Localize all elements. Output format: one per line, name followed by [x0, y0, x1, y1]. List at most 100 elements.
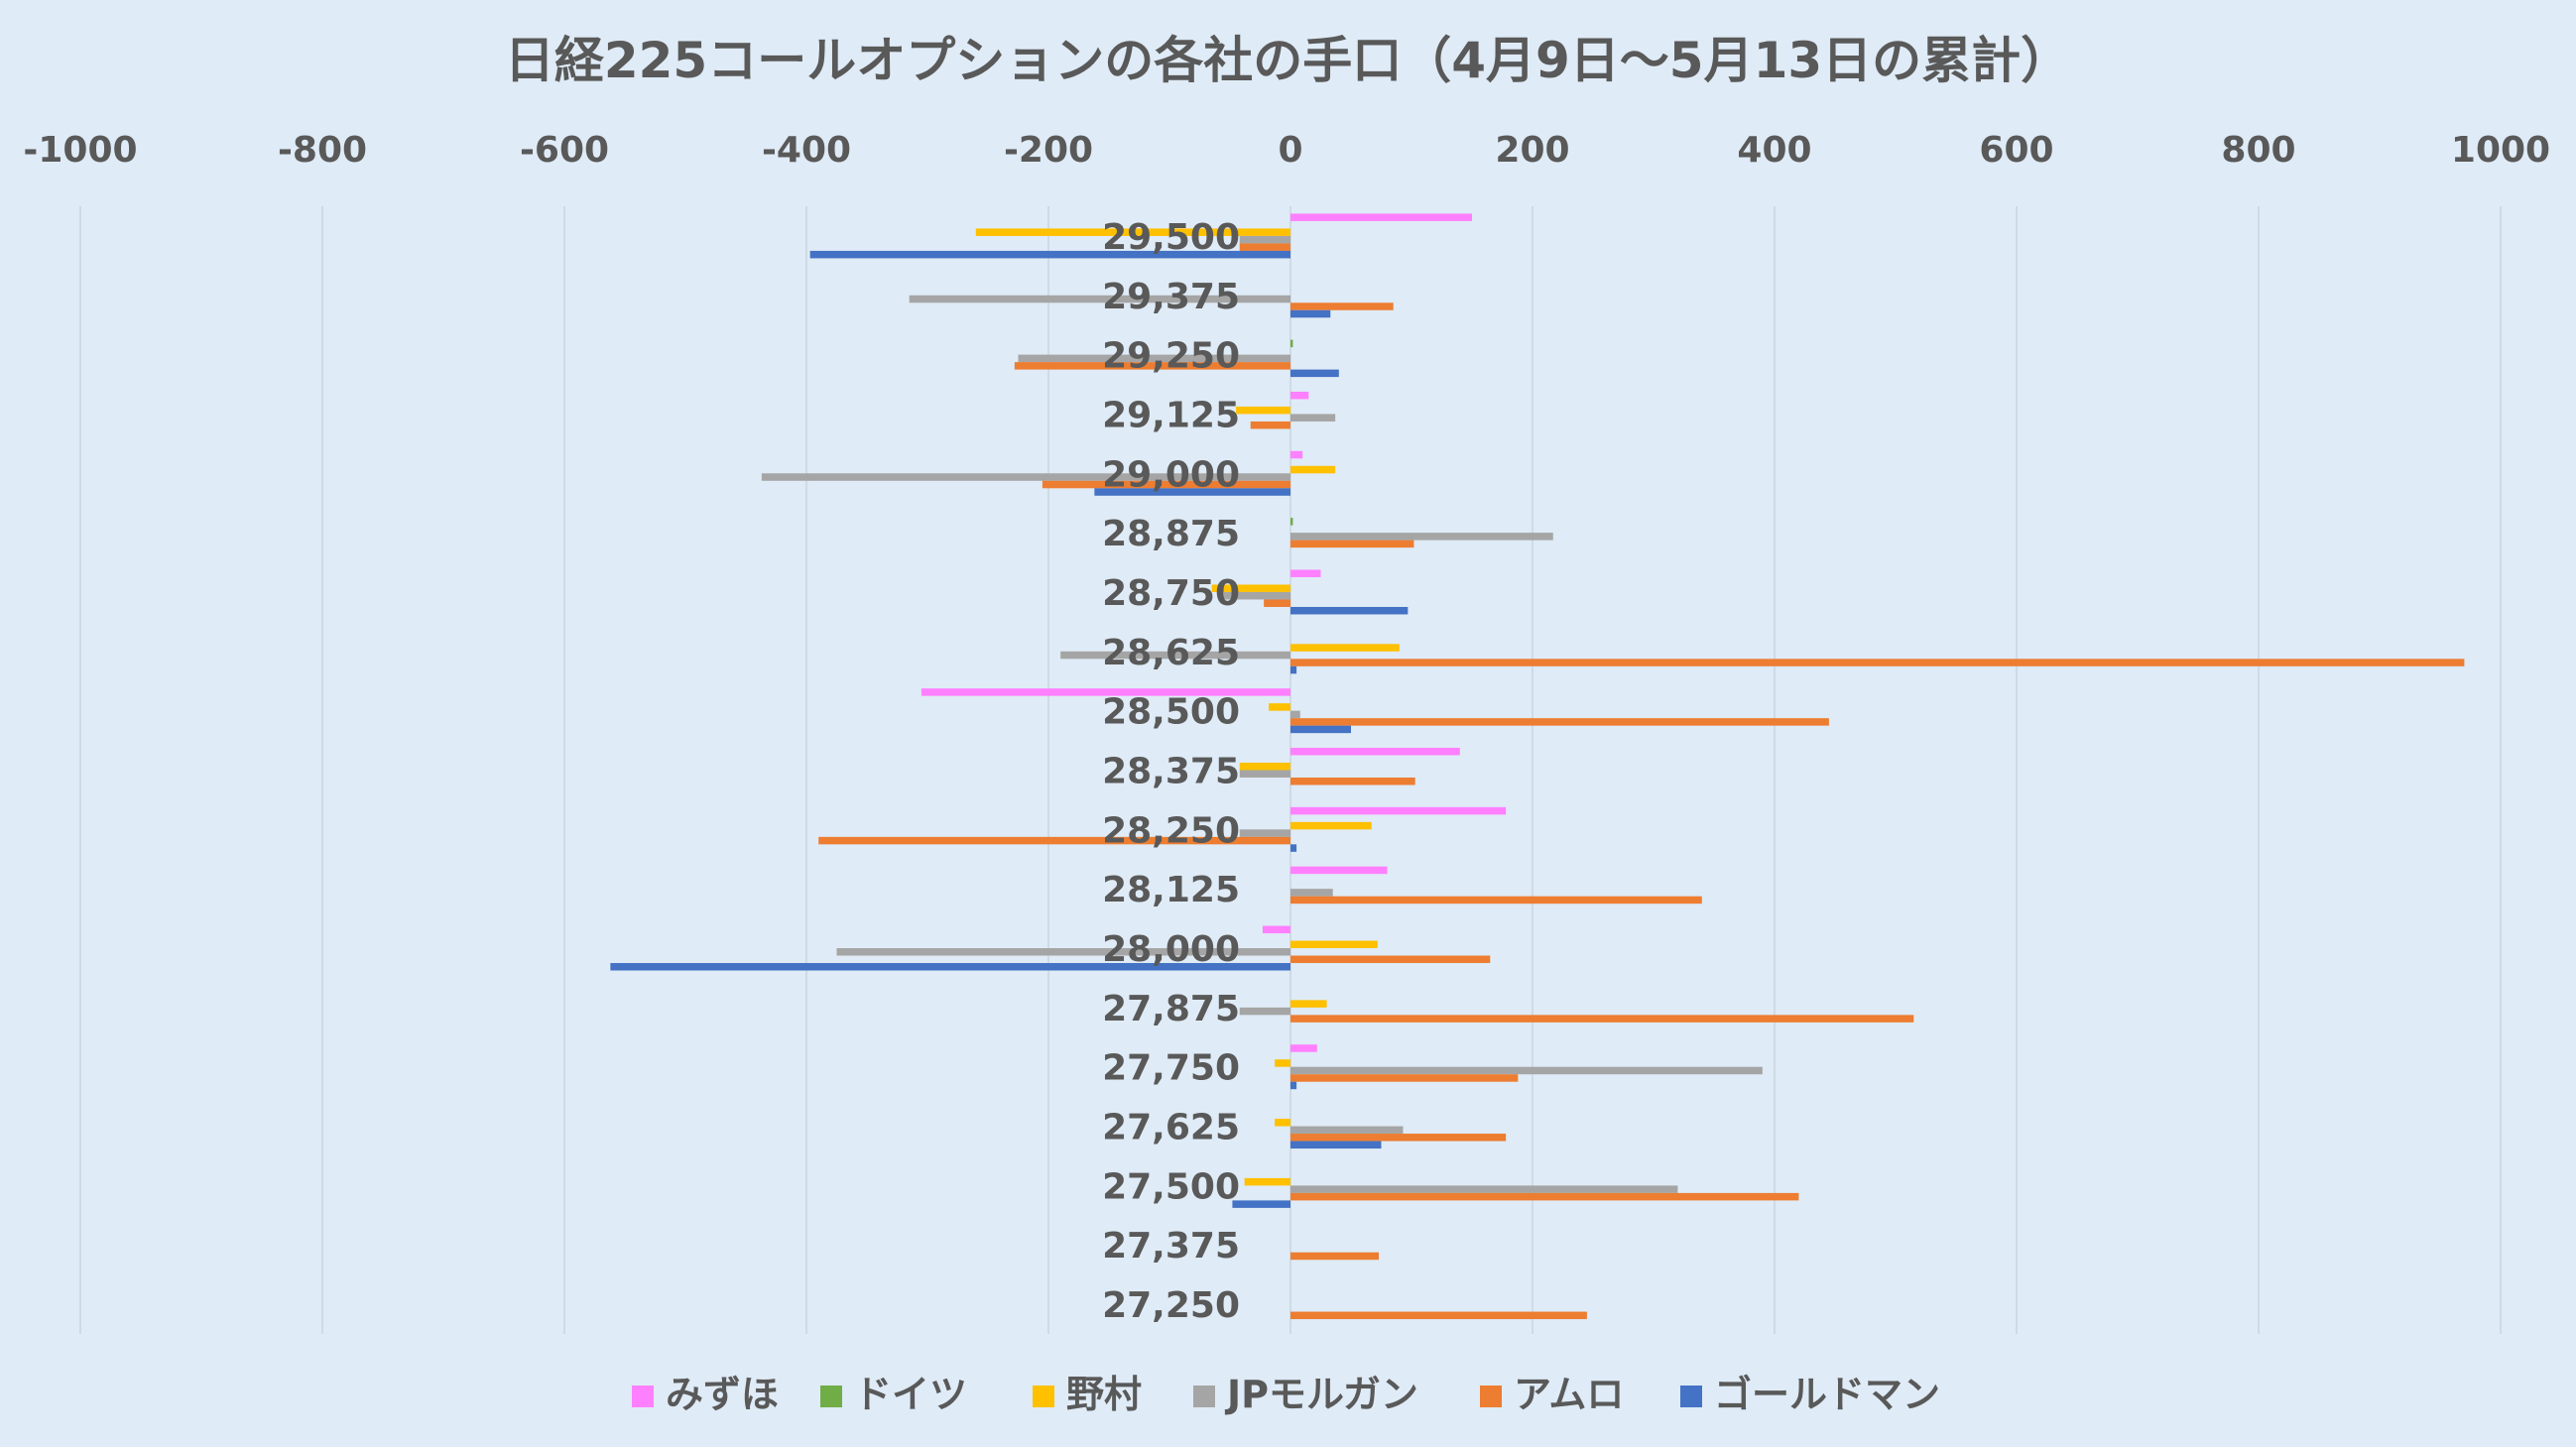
x-tick-label: -400	[762, 130, 851, 171]
bar	[761, 473, 1290, 481]
x-tick-label: -1000	[23, 130, 137, 171]
x-axis-ticks: -1000 -800 -600 -400 -200 0 200 400 600 800 1000	[23, 130, 2550, 171]
bar	[1290, 533, 1553, 541]
bar	[1290, 465, 1336, 474]
legend-label: 野村	[1066, 1373, 1142, 1416]
bar	[1290, 1066, 1763, 1075]
legend-item: アムロ	[1480, 1373, 1624, 1416]
legend-item: JPモルガン	[1193, 1373, 1418, 1416]
legend-swatch	[1193, 1386, 1215, 1407]
bar	[1290, 659, 2465, 666]
bar	[1014, 362, 1290, 370]
bar	[1018, 354, 1290, 363]
legend-item: 野村	[1033, 1373, 1142, 1416]
bar	[1290, 213, 1472, 221]
bar	[1290, 569, 1321, 577]
bar	[1290, 391, 1309, 400]
bars	[610, 213, 2465, 1320]
bar	[1239, 829, 1290, 837]
bar	[1290, 889, 1333, 897]
x-tick-label: 1000	[2451, 130, 2550, 171]
bar	[1290, 866, 1388, 875]
legend-swatch	[1480, 1386, 1502, 1407]
bar	[1290, 778, 1415, 785]
bar	[1290, 414, 1336, 422]
category-label: 29,125	[1102, 395, 1240, 435]
category-label: 28,625	[1102, 633, 1240, 673]
bar	[1290, 644, 1400, 652]
bar	[1290, 806, 1507, 815]
bar	[1290, 1126, 1404, 1135]
bar	[1290, 718, 1829, 726]
bar	[1269, 703, 1290, 711]
bar	[1264, 599, 1290, 607]
bar	[1236, 406, 1290, 415]
bar	[809, 250, 1290, 259]
bar	[1290, 725, 1351, 734]
category-label: 29,375	[1102, 277, 1240, 317]
legend-swatch	[632, 1386, 654, 1407]
category-label: 27,875	[1102, 989, 1240, 1029]
x-tick-label: 800	[2221, 130, 2295, 171]
x-tick-label: 400	[1737, 130, 1811, 171]
x-tick-label: 200	[1495, 130, 1569, 171]
x-tick-label: 0	[1278, 130, 1302, 171]
bar	[909, 295, 1290, 303]
bar	[1060, 651, 1290, 660]
bar	[1290, 1015, 1914, 1023]
bar	[1290, 1311, 1587, 1320]
bar	[1290, 821, 1372, 830]
bar	[836, 948, 1290, 956]
category-label: 28,750	[1102, 573, 1240, 614]
bar	[1290, 369, 1339, 378]
category-label: 27,250	[1102, 1285, 1240, 1326]
bar	[1275, 1119, 1290, 1127]
category-label: 27,500	[1102, 1166, 1240, 1207]
bar	[1290, 955, 1491, 964]
bar	[818, 836, 1290, 845]
legend-swatch	[1680, 1386, 1702, 1407]
bar	[975, 228, 1290, 236]
bar	[1290, 1185, 1678, 1193]
category-labels: 29,500 29,375 29,250 29,125 29,000 28,875 28,7…	[1102, 217, 1240, 1326]
bar	[1262, 925, 1290, 934]
bar	[1290, 844, 1297, 852]
bar	[1290, 896, 1702, 904]
bar	[1244, 1177, 1290, 1186]
bar	[1290, 518, 1293, 526]
bar	[1239, 243, 1290, 251]
category-label: 28,500	[1102, 692, 1240, 733]
bar	[1290, 1141, 1382, 1149]
legend-item: みずほ	[632, 1373, 779, 1416]
category-label: 29,500	[1102, 217, 1240, 258]
bar	[1239, 235, 1290, 244]
bar	[1290, 450, 1303, 459]
legend-item: ゴールドマン	[1680, 1373, 1940, 1416]
bar	[1239, 1007, 1290, 1016]
bar	[1211, 584, 1290, 592]
chart-title: 日経225コールオプションの各社の手口（4月9日～5月13日の累計）	[505, 32, 2070, 89]
legend-swatch	[820, 1386, 842, 1407]
bar	[1290, 309, 1331, 318]
bar	[1275, 1059, 1290, 1067]
x-tick-label: -600	[520, 130, 609, 171]
bar	[1290, 1081, 1297, 1090]
bar	[1290, 1000, 1327, 1008]
x-tick-label: -200	[1004, 130, 1093, 171]
x-tick-label: -800	[278, 130, 367, 171]
legend-label: アムロ	[1514, 1373, 1624, 1416]
category-label: 28,000	[1102, 929, 1240, 970]
bar	[1290, 940, 1378, 949]
bar	[610, 963, 1290, 971]
legend-label: ゴールドマン	[1714, 1373, 1940, 1416]
bar	[1290, 302, 1394, 310]
bar	[1290, 540, 1414, 548]
bar	[1290, 1192, 1799, 1201]
category-label: 29,250	[1102, 336, 1240, 377]
bar	[1290, 606, 1409, 615]
category-label: 27,750	[1102, 1048, 1240, 1089]
bar	[1094, 488, 1290, 496]
legend: みずほ ドイツ 野村 JPモルガン アムロ ゴールドマン	[632, 1373, 1940, 1416]
category-label: 27,375	[1102, 1226, 1240, 1266]
